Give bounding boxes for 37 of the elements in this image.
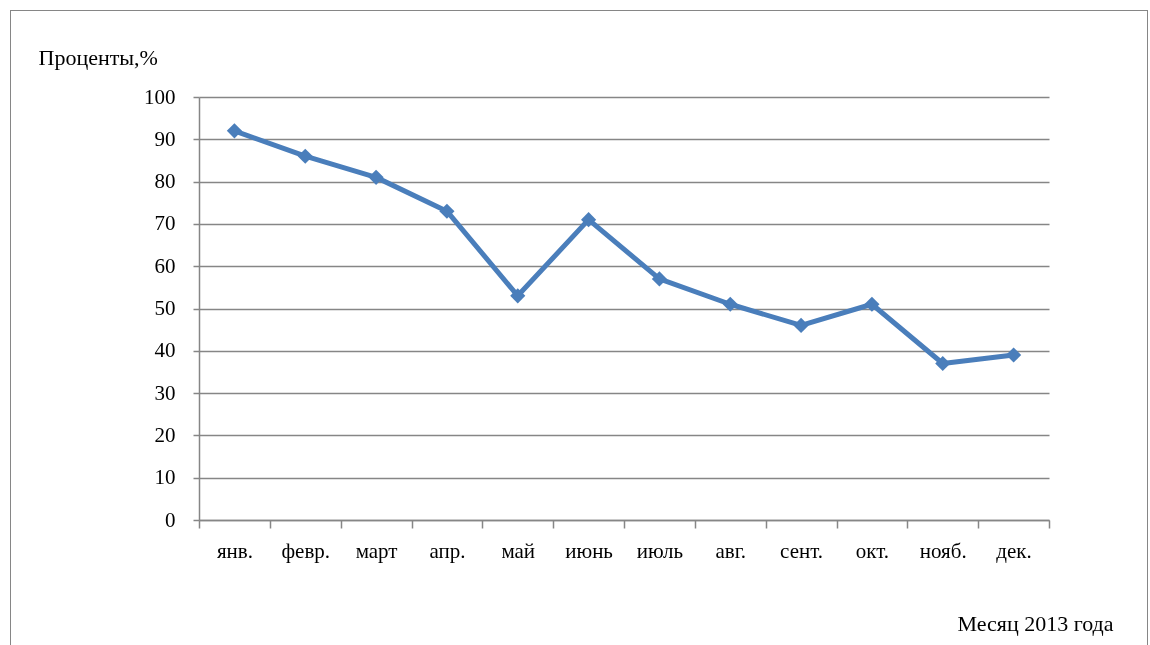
- y-tick-label: 20: [154, 422, 176, 447]
- x-tick-label: апр.: [429, 538, 466, 563]
- y-tick-label: 10: [154, 465, 176, 490]
- x-tick-label: март: [355, 538, 398, 563]
- y-tick-label: 30: [154, 380, 176, 405]
- y-axis-title: Проценты,%: [38, 44, 158, 70]
- x-tick-label: сент.: [780, 538, 824, 563]
- point: [722, 296, 738, 312]
- point: [226, 123, 242, 139]
- point: [439, 203, 455, 219]
- point: [651, 271, 667, 287]
- x-tick-label: авг.: [715, 538, 747, 563]
- y-tick-label: 40: [154, 338, 176, 363]
- x-tick-label: май: [501, 538, 536, 563]
- x-tick-label: февр.: [281, 538, 331, 563]
- x-tick-label: июнь: [565, 538, 613, 563]
- point: [793, 317, 809, 333]
- point: [935, 355, 951, 372]
- y-tick-label: 100: [144, 84, 176, 109]
- point: [864, 296, 880, 312]
- point: [510, 288, 526, 304]
- point: [581, 212, 597, 228]
- y-tick-label: 70: [154, 211, 176, 236]
- point: [1006, 347, 1022, 363]
- x-axis-title: Месяц 2013 года: [957, 610, 1114, 636]
- y-tick-label: 50: [154, 296, 176, 320]
- y-tick-label: 80: [154, 169, 176, 194]
- x-tick-label: нояб.: [919, 538, 967, 563]
- y-tick-label: 0: [165, 507, 176, 532]
- x-tick-label: янв.: [216, 538, 253, 563]
- x-tick-label: дек.: [996, 538, 1032, 563]
- point: [297, 148, 313, 164]
- x-tick-label: июль: [636, 538, 684, 563]
- x-tick-label: окт.: [855, 538, 890, 563]
- y-tick-label: 90: [154, 126, 176, 151]
- y-tick-label: 60: [154, 253, 176, 278]
- point: [368, 169, 384, 185]
